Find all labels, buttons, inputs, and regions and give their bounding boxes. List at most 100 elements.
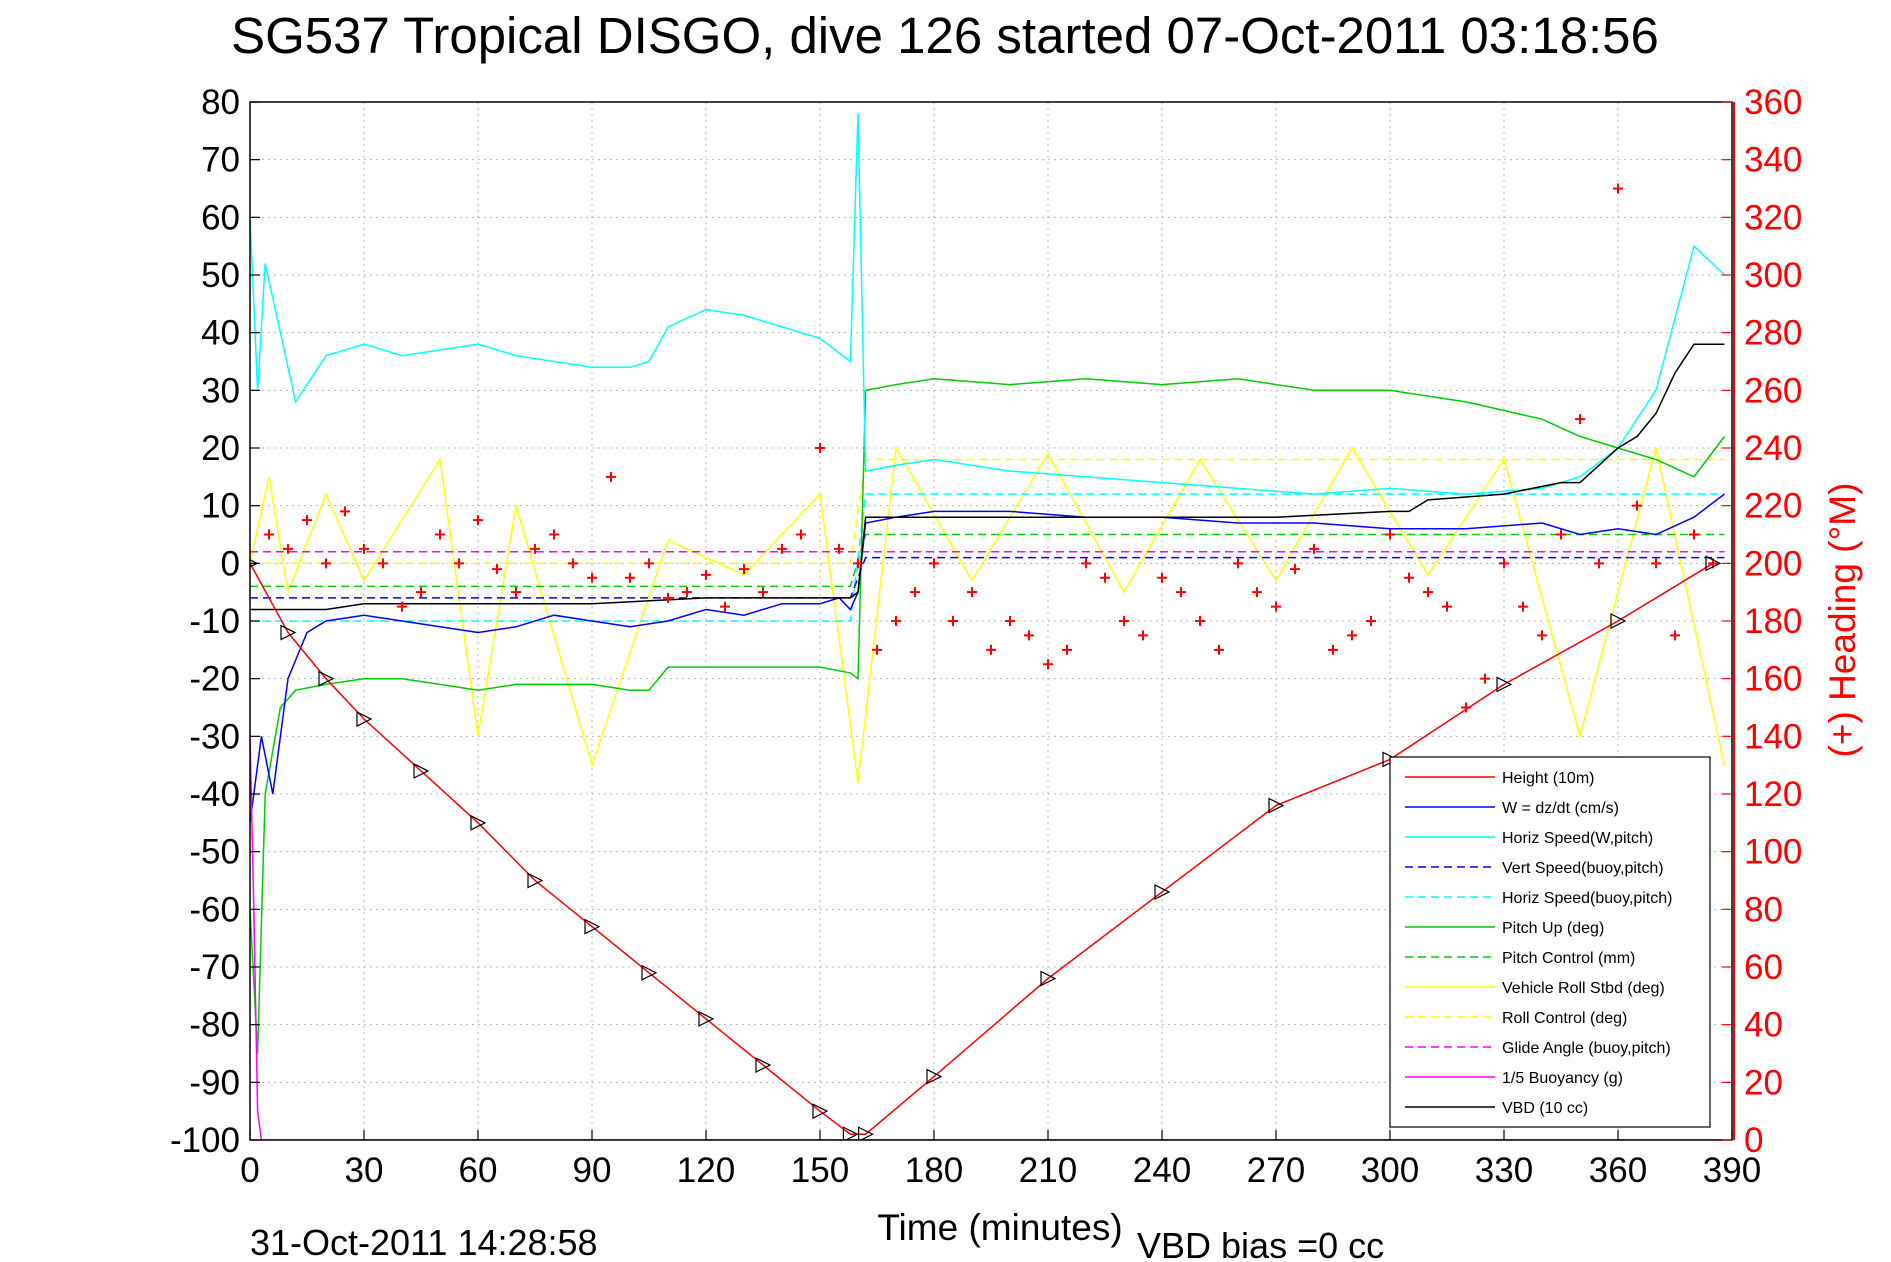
heading-point — [264, 529, 274, 540]
heading-point — [948, 616, 958, 626]
heading-point — [302, 515, 312, 526]
heading-point — [815, 443, 825, 453]
series-vert-speed-buoy-pitch — [250, 556, 1725, 599]
heading-point — [1480, 673, 1490, 684]
heading-point — [1575, 414, 1585, 425]
height-marker — [926, 1068, 943, 1085]
y-tick-label: -90 — [189, 1063, 240, 1102]
right-axis: 3603403203002802602402202001801601401201… — [1722, 83, 1802, 1160]
series-line — [250, 113, 1725, 495]
heading-point — [1670, 630, 1680, 641]
y-tick-label: 20 — [201, 429, 240, 468]
height-marker — [280, 624, 297, 641]
height-marker — [1268, 797, 1285, 814]
legend-label: Pitch Control (mm) — [1502, 950, 1635, 967]
height-marker — [755, 1057, 772, 1074]
legend-label: Horiz Speed(W,pitch) — [1502, 830, 1653, 847]
heading-point — [1252, 587, 1262, 598]
y-tick-label: -80 — [189, 1006, 240, 1045]
heading-point — [1404, 572, 1414, 583]
series-roll-control-deg — [250, 458, 1725, 565]
x-tick-label: 390 — [1703, 1151, 1761, 1190]
height-marker — [812, 1103, 829, 1120]
y-tick-label: 80 — [201, 83, 240, 122]
x-tick-label: 300 — [1361, 1151, 1419, 1190]
height-marker — [858, 1126, 874, 1140]
y-tick-label: -20 — [189, 660, 240, 699]
heading-point — [1176, 587, 1186, 598]
heading-point — [891, 616, 901, 626]
heading-point — [1290, 564, 1300, 575]
y-tick-label: 10 — [201, 487, 240, 526]
right-tick-label: 240 — [1744, 429, 1802, 468]
series-line — [250, 378, 1725, 1054]
heading-point — [359, 543, 369, 554]
heading-point — [530, 543, 540, 554]
x-tick-label: 120 — [677, 1151, 735, 1190]
heading-point — [777, 543, 787, 554]
right-tick-label: 0 — [1744, 1121, 1763, 1160]
legend-label: Roll Control (deg) — [1502, 1010, 1627, 1027]
heading-point — [1119, 616, 1129, 626]
heading-point — [416, 587, 426, 598]
heading-point — [758, 587, 768, 598]
footer-date: 31-Oct-2011 14:28:58 — [250, 1222, 598, 1262]
legend-label: Vert Speed(buoy,pitch) — [1502, 860, 1664, 877]
y-tick-label: 60 — [201, 198, 240, 237]
series-height-10m — [250, 555, 1722, 1140]
legend-label: Pitch Up (deg) — [1502, 920, 1604, 937]
x-tick-label: 180 — [905, 1151, 963, 1190]
heading-point — [701, 569, 711, 580]
heading-point — [492, 564, 502, 575]
right-tick-label: 320 — [1744, 198, 1802, 237]
y-tick-label: -100 — [170, 1121, 240, 1160]
height-marker — [470, 814, 487, 831]
heading-point — [986, 644, 996, 655]
heading-point — [1632, 500, 1642, 511]
series-layer — [250, 113, 1726, 1140]
y-tick-label: 40 — [201, 314, 240, 353]
chart-title: SG537 Tropical DISGO, dive 126 started 0… — [231, 7, 1659, 64]
right-tick-label: 160 — [1744, 660, 1802, 699]
series-line — [250, 493, 1725, 823]
left-axis: 80 70 60 50 40 30 20 10 0 -10 -20 -30 -40 -50 -60 -70 -8… — [170, 83, 260, 1160]
x-tick-label: 60 — [459, 1151, 498, 1190]
heading-point — [1271, 601, 1281, 612]
heading-point — [1385, 529, 1395, 540]
heading-point — [1442, 601, 1452, 612]
series-line — [250, 343, 1725, 611]
x-tick-label: 90 — [573, 1151, 612, 1190]
y-tick-label: 50 — [201, 256, 240, 295]
legend-label: Glide Angle (buoy,pitch) — [1502, 1040, 1671, 1057]
heading-point — [1328, 644, 1338, 655]
heading-point — [739, 564, 749, 575]
heading-point — [796, 529, 806, 540]
heading-point — [568, 558, 578, 569]
right-tick-label: 20 — [1744, 1063, 1783, 1102]
series-pitch-up-deg — [250, 378, 1725, 1054]
heading-point — [872, 644, 882, 655]
heading-point — [1594, 558, 1604, 569]
heading-point — [1537, 630, 1547, 641]
x-axis-label: Time (minutes) — [877, 1207, 1122, 1248]
x-axis: 0 30 60 90 120 150 180 210 240 270 300 330 360 390 — [240, 1130, 1761, 1190]
y-tick-label: -10 — [189, 602, 240, 641]
y-tick-label: 30 — [201, 371, 240, 410]
right-tick-label: 220 — [1744, 487, 1802, 526]
x-tick-label: 150 — [791, 1151, 849, 1190]
series-line — [250, 556, 1725, 599]
legend: Height (10m) W = dz/dt (cm/s) Horiz Speed(… — [1389, 756, 1711, 1128]
heading-point — [1138, 630, 1148, 641]
legend-label: Vehicle Roll Stbd (deg) — [1502, 980, 1665, 997]
heading-point — [283, 543, 293, 554]
heading-point — [910, 587, 920, 598]
heading-point — [1423, 587, 1433, 598]
heading-point — [663, 592, 673, 603]
heading-point — [1309, 543, 1319, 554]
heading-point — [853, 558, 863, 569]
height-marker — [641, 964, 658, 981]
right-tick-label: 180 — [1744, 602, 1802, 641]
right-tick-label: 360 — [1744, 83, 1802, 122]
footer-vbd-bias: VBD bias =0 cc — [1137, 1225, 1384, 1262]
